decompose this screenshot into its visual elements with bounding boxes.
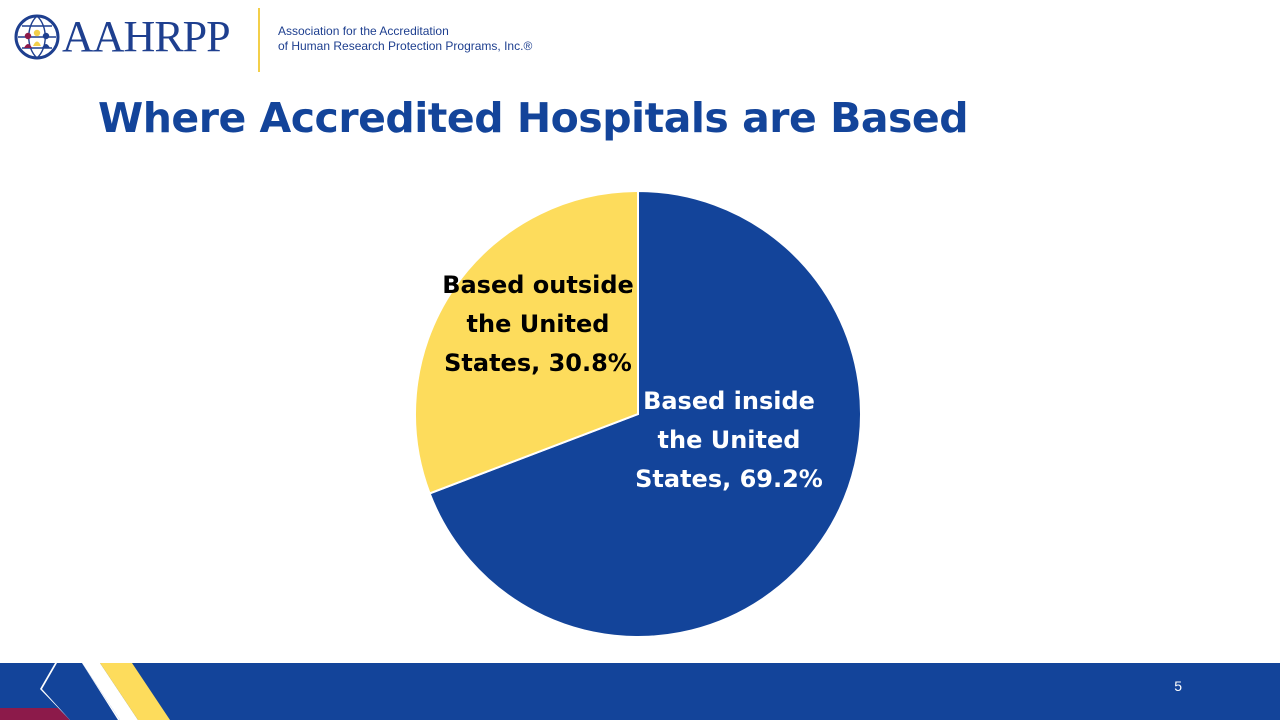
tagline-line-2: of Human Research Protection Programs, I…	[278, 39, 533, 53]
footer-yellow-stripe	[100, 663, 170, 720]
pie-slice-label-2: Based outside the United States, 30.8%	[442, 271, 634, 377]
pie-labels: Based inside the United States, 69.2%Based…	[442, 271, 823, 493]
footer-white-stripe	[82, 663, 138, 720]
pie-chart: Based inside the United States, 69.2%Based…	[414, 189, 862, 638]
pie-slice-1	[428, 189, 862, 638]
pie-slices	[414, 189, 862, 638]
pie-label-line: the United	[467, 310, 610, 338]
tagline-line-1: Association for the Accreditation	[278, 24, 449, 38]
pie-label-line: the United	[658, 426, 801, 454]
pie-label-line: States, 69.2%	[635, 465, 823, 493]
pie-slice-2	[414, 189, 639, 495]
footer-maroon-stripe	[0, 708, 70, 720]
footer-navy-bar	[0, 663, 1280, 720]
pie-label-line: Based inside	[643, 387, 815, 415]
globe-people-logo-icon	[14, 14, 60, 60]
logo-divider	[258, 8, 260, 72]
page-number: 5	[1174, 678, 1182, 694]
logo-wordmark: AAHRPP	[62, 12, 231, 61]
pie-slice-label-1: Based inside the United States, 69.2%	[635, 387, 823, 493]
slide-title: Where Accredited Hospitals are Based	[98, 94, 969, 142]
pie-label-line: States, 30.8%	[444, 349, 632, 377]
slide-header: AAHRPP Association for the Accreditation…	[0, 0, 1280, 80]
logo-tagline: Association for the Accreditation of Hum…	[278, 24, 532, 54]
footer-band	[0, 663, 1280, 720]
pie-label-line: Based outside	[442, 271, 634, 299]
footer-navy-chevron	[42, 663, 118, 720]
